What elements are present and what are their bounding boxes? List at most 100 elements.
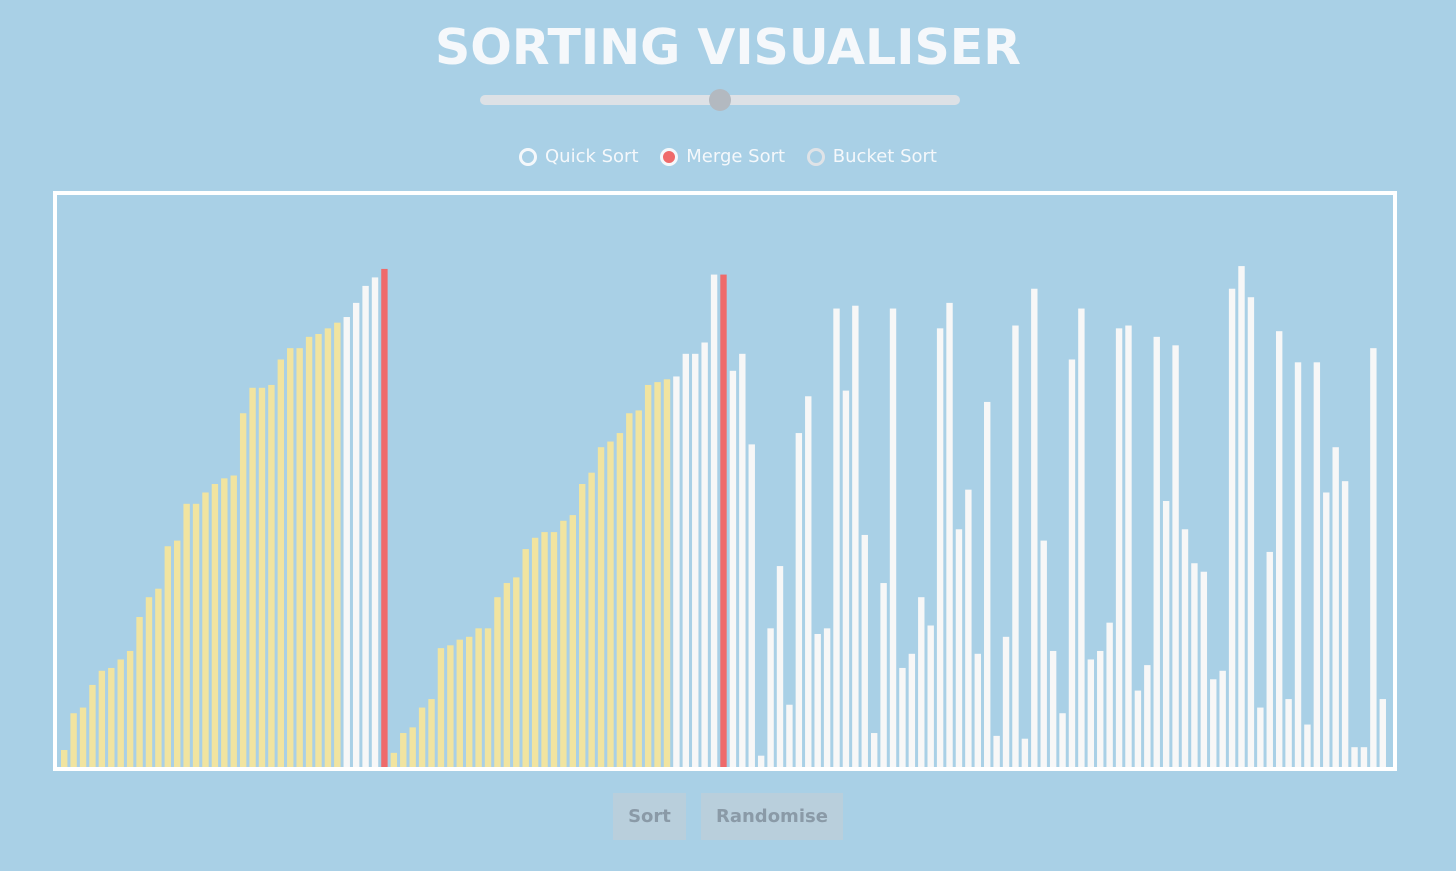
bucket-sort-radio[interactable] <box>806 148 825 166</box>
array-bar-unsorted <box>701 342 708 767</box>
bar-chart <box>61 266 1386 767</box>
array-bar-unsorted <box>814 633 821 767</box>
array-bar-unsorted <box>861 534 868 767</box>
array-bar-unsorted <box>776 566 784 767</box>
array-bar-unsorted <box>1153 336 1160 767</box>
array-bar-unsorted <box>1257 707 1264 767</box>
array-bar-unsorted <box>1162 500 1170 767</box>
array-bar-unsorted <box>984 401 991 767</box>
array-bar-sorted <box>334 322 341 767</box>
array-bar-sorted <box>324 328 332 767</box>
quick-sort-option[interactable]: Quick Sort <box>519 143 639 171</box>
array-bar-unsorted <box>1294 362 1302 767</box>
array-bar-unsorted <box>927 625 934 767</box>
array-bar-sorted <box>268 384 275 767</box>
array-bar-unsorted <box>1125 325 1132 767</box>
array-bar-sorted <box>597 447 605 767</box>
array-bar-unsorted <box>1068 359 1076 767</box>
array-bar-unsorted <box>352 302 360 767</box>
array-bar-unsorted <box>918 597 925 767</box>
array-bar-unsorted <box>1285 699 1292 767</box>
array-bar-sorted <box>663 379 671 767</box>
array-bar-unsorted <box>1078 308 1085 767</box>
array-bar-unsorted <box>1341 481 1349 767</box>
page-title: SORTING VISUALISER <box>434 19 1021 76</box>
array-bar-unsorted <box>1275 331 1283 767</box>
speed-slider[interactable] <box>480 89 960 111</box>
array-bar-unsorted <box>993 735 1000 767</box>
array-bar-unsorted <box>1266 551 1273 767</box>
array-bar-sorted <box>155 588 162 767</box>
array-bar-unsorted <box>1040 540 1047 767</box>
array-bar-sorted <box>211 484 219 767</box>
array-bar-sorted <box>484 628 492 767</box>
merge-sort-radio[interactable] <box>660 148 679 166</box>
array-bar-sorted <box>126 650 134 767</box>
array-bar-sorted <box>447 645 454 767</box>
quick-sort-radio[interactable] <box>519 148 537 166</box>
array-bar-sorted <box>174 540 181 767</box>
randomise-button[interactable]: Randomise <box>700 793 843 840</box>
array-bar-sorted <box>560 520 567 767</box>
array-bar-unsorted <box>710 274 718 767</box>
array-bar-sorted <box>654 382 661 767</box>
array-bar-unsorted <box>1351 747 1358 767</box>
array-bar-sorted <box>607 441 614 767</box>
array-bar-sorted <box>635 410 642 767</box>
array-bar-unsorted <box>823 628 831 767</box>
array-bar-unsorted <box>852 305 859 767</box>
array-bar-unsorted <box>1370 348 1377 767</box>
array-bar-unsorted <box>936 328 944 767</box>
array-bar-unsorted <box>946 302 953 767</box>
array-bar-unsorted <box>842 390 850 767</box>
array-bar-sorted <box>221 478 228 767</box>
bucket-sort-option[interactable]: Bucket Sort <box>806 143 937 171</box>
array-bar-sorted <box>569 515 576 767</box>
array-bar-unsorted <box>1332 447 1339 767</box>
merge-sort-label: Merge Sort <box>686 146 786 167</box>
array-bar-unsorted <box>1002 636 1010 767</box>
array-bar-sorted <box>287 348 294 767</box>
array-bar-sorted <box>409 727 416 767</box>
array-bar-unsorted <box>899 667 906 767</box>
array-bar-sorted <box>400 733 407 767</box>
array-bar-unsorted <box>1049 650 1057 767</box>
array-bar-sorted <box>513 577 520 767</box>
array-bar-unsorted <box>1191 563 1198 767</box>
array-bar-unsorted <box>1313 362 1321 767</box>
array-bar-sorted <box>644 384 652 767</box>
array-bar-unsorted <box>1238 266 1245 767</box>
array-bar-unsorted <box>1106 622 1113 767</box>
array-bar-unsorted <box>757 755 765 767</box>
array-bar-sorted <box>616 433 624 767</box>
visualiser-panel <box>53 191 1397 771</box>
array-bar-unsorted <box>870 733 878 767</box>
array-bar-unsorted <box>833 308 840 767</box>
array-bar-sorted <box>428 699 435 767</box>
slider-thumb[interactable] <box>709 89 731 111</box>
array-bar-sorted <box>277 359 285 767</box>
array-bar-unsorted <box>1210 679 1217 767</box>
array-bar-active <box>720 274 727 767</box>
array-bar-sorted <box>522 549 529 767</box>
array-bar-sorted <box>145 597 153 767</box>
array-bar-sorted <box>202 492 209 767</box>
array-bar-sorted <box>117 659 124 767</box>
array-bar-unsorted <box>1323 492 1330 767</box>
array-bar-unsorted <box>1360 747 1368 767</box>
array-bar-sorted <box>588 472 595 767</box>
array-bar-sorted <box>475 628 482 767</box>
array-bar-active <box>381 268 388 767</box>
array-bar-sorted <box>258 387 266 767</box>
array-bar-sorted <box>550 532 558 767</box>
array-bar-sorted <box>465 636 473 767</box>
array-bar-unsorted <box>343 317 350 767</box>
merge-sort-option[interactable]: Merge Sort <box>660 143 785 171</box>
sort-button[interactable]: Sort <box>613 793 686 840</box>
array-bar-unsorted <box>1115 328 1123 767</box>
array-bar-unsorted <box>1031 288 1038 767</box>
array-bar-sorted <box>61 750 68 767</box>
array-bar-unsorted <box>371 277 379 767</box>
array-bar-sorted <box>418 707 426 767</box>
array-bar-unsorted <box>767 628 774 767</box>
